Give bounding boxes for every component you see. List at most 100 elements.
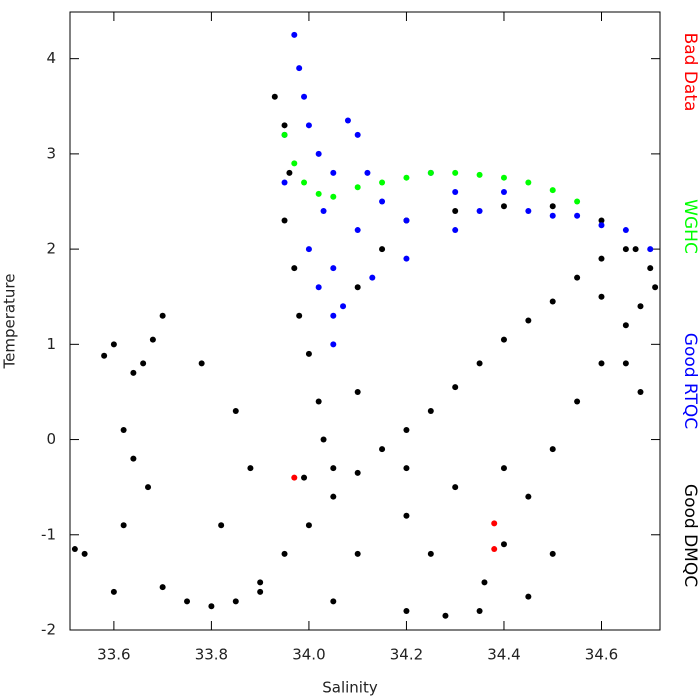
point	[427, 550, 434, 557]
point	[427, 407, 434, 414]
point	[140, 360, 147, 367]
point	[476, 607, 483, 614]
point	[364, 169, 371, 176]
point	[598, 255, 605, 262]
point	[476, 171, 483, 178]
plot-frame	[69, 11, 661, 631]
point	[452, 208, 459, 215]
point	[647, 246, 654, 253]
point	[491, 546, 498, 553]
point	[476, 208, 483, 215]
point	[622, 227, 629, 234]
point	[574, 198, 581, 205]
point	[379, 246, 386, 253]
point	[452, 188, 459, 195]
point	[110, 341, 117, 348]
y-tick-label: 3	[46, 144, 56, 162]
point	[296, 312, 303, 319]
point	[637, 303, 644, 310]
point	[291, 474, 298, 481]
x-tick-label: 34.0	[292, 646, 325, 664]
point	[637, 388, 644, 395]
point	[291, 31, 298, 38]
point	[403, 512, 410, 519]
point	[305, 122, 312, 129]
point	[379, 198, 386, 205]
point	[525, 208, 532, 215]
point	[330, 493, 337, 500]
point	[145, 484, 152, 491]
point	[647, 265, 654, 272]
point	[291, 160, 298, 167]
y-tick-label: 2	[46, 240, 56, 258]
point	[110, 588, 117, 595]
point	[403, 255, 410, 262]
point	[281, 131, 288, 138]
y-tick-label: 4	[46, 49, 56, 67]
point	[379, 446, 386, 453]
point	[500, 188, 507, 195]
legend-label: Bad Data	[680, 33, 700, 112]
point	[71, 546, 78, 553]
point	[403, 465, 410, 472]
point	[218, 522, 225, 529]
point	[354, 550, 361, 557]
point	[281, 179, 288, 186]
point	[330, 465, 337, 472]
point	[120, 427, 127, 434]
point	[271, 93, 278, 100]
point	[340, 303, 347, 310]
point	[442, 612, 449, 619]
point	[622, 246, 629, 253]
point	[232, 407, 239, 414]
point	[549, 203, 556, 210]
point	[525, 593, 532, 600]
point	[301, 179, 308, 186]
point	[598, 293, 605, 300]
point	[81, 550, 88, 557]
point	[491, 520, 498, 527]
point	[315, 150, 322, 157]
point	[354, 469, 361, 476]
point	[296, 65, 303, 72]
point	[305, 350, 312, 357]
point	[315, 190, 322, 197]
x-tick-label: 33.6	[97, 646, 130, 664]
point	[525, 317, 532, 324]
point	[281, 550, 288, 557]
point	[257, 588, 264, 595]
point	[500, 174, 507, 181]
point	[330, 312, 337, 319]
point	[500, 203, 507, 210]
x-axis-label: Salinity	[322, 679, 378, 697]
point	[481, 579, 488, 586]
point	[149, 336, 156, 343]
point	[574, 212, 581, 219]
point	[403, 174, 410, 181]
x-tick-label: 34.2	[390, 646, 423, 664]
legend-label: WGHC	[680, 199, 700, 254]
point	[286, 169, 293, 176]
point	[598, 222, 605, 229]
point	[622, 360, 629, 367]
point	[354, 284, 361, 291]
point	[159, 312, 166, 319]
point	[320, 436, 327, 443]
point	[305, 522, 312, 529]
legend-label: Good DMQC	[680, 484, 700, 587]
point	[598, 360, 605, 367]
point	[281, 122, 288, 129]
point	[120, 522, 127, 529]
point	[315, 284, 322, 291]
point	[305, 246, 312, 253]
point	[622, 322, 629, 329]
point	[452, 169, 459, 176]
point	[354, 131, 361, 138]
point	[574, 274, 581, 281]
point	[330, 341, 337, 348]
point	[208, 603, 215, 610]
point	[632, 246, 639, 253]
point	[354, 388, 361, 395]
point	[301, 93, 308, 100]
point	[525, 179, 532, 186]
